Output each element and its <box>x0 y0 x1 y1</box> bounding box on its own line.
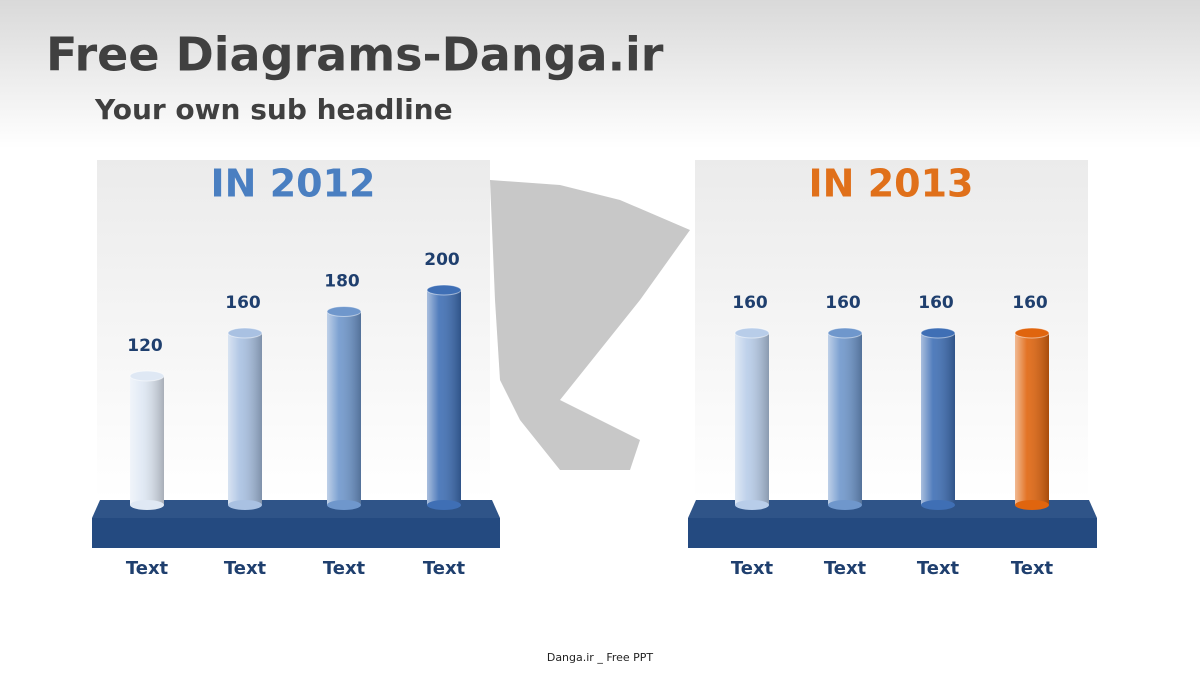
bar-cap <box>827 327 863 339</box>
bar-bottom <box>828 500 862 510</box>
value-label: 200 <box>424 250 460 270</box>
category-label: Text <box>126 558 169 579</box>
category-label: Text <box>1011 558 1054 579</box>
bar-shine <box>735 333 769 505</box>
bar-cap <box>734 327 770 339</box>
bar-bottom <box>735 500 769 510</box>
bar-bottom <box>921 500 955 510</box>
bar-shine <box>1015 333 1049 505</box>
bar-cap <box>326 306 362 317</box>
bar-bottom <box>130 500 164 510</box>
bar-cap <box>129 370 165 382</box>
chart-title: IN 2012 <box>211 162 376 206</box>
value-label: 160 <box>918 293 954 313</box>
bar-shine <box>921 333 955 505</box>
map-shape <box>490 180 690 470</box>
value-label: 120 <box>127 336 163 356</box>
chart-title: IN 2013 <box>809 162 974 206</box>
value-label: 160 <box>732 293 768 313</box>
category-label: Text <box>423 558 466 579</box>
value-label: 160 <box>1012 293 1048 313</box>
bar-shine <box>427 290 461 505</box>
bar-cap <box>426 284 462 296</box>
platform-top <box>92 500 500 518</box>
bar-cap <box>227 327 263 339</box>
platform-front <box>92 518 500 548</box>
bar-shine <box>327 311 361 505</box>
bar-shine <box>130 376 164 505</box>
bar-cap <box>920 327 956 339</box>
bar-cap <box>1014 327 1050 339</box>
category-label: Text <box>731 558 774 579</box>
bar-shine <box>828 333 862 505</box>
bar-bottom <box>1015 500 1049 510</box>
slide-title: Free Diagrams-Danga.ir <box>46 28 664 82</box>
bar-bottom <box>327 500 361 510</box>
value-label: 160 <box>225 293 261 313</box>
category-label: Text <box>224 558 267 579</box>
footer: Danga.ir _ Free PPT <box>547 651 654 664</box>
value-label: 180 <box>324 272 360 292</box>
value-label: 160 <box>825 293 861 313</box>
category-label: Text <box>323 558 366 579</box>
category-label: Text <box>917 558 960 579</box>
bar-shine <box>228 333 262 505</box>
platform-top <box>688 500 1097 518</box>
bar-bottom <box>228 500 262 510</box>
slide-subtitle: Your own sub headline <box>94 93 453 126</box>
category-label: Text <box>824 558 867 579</box>
bar-bottom <box>427 500 461 510</box>
platform-front <box>688 518 1097 548</box>
